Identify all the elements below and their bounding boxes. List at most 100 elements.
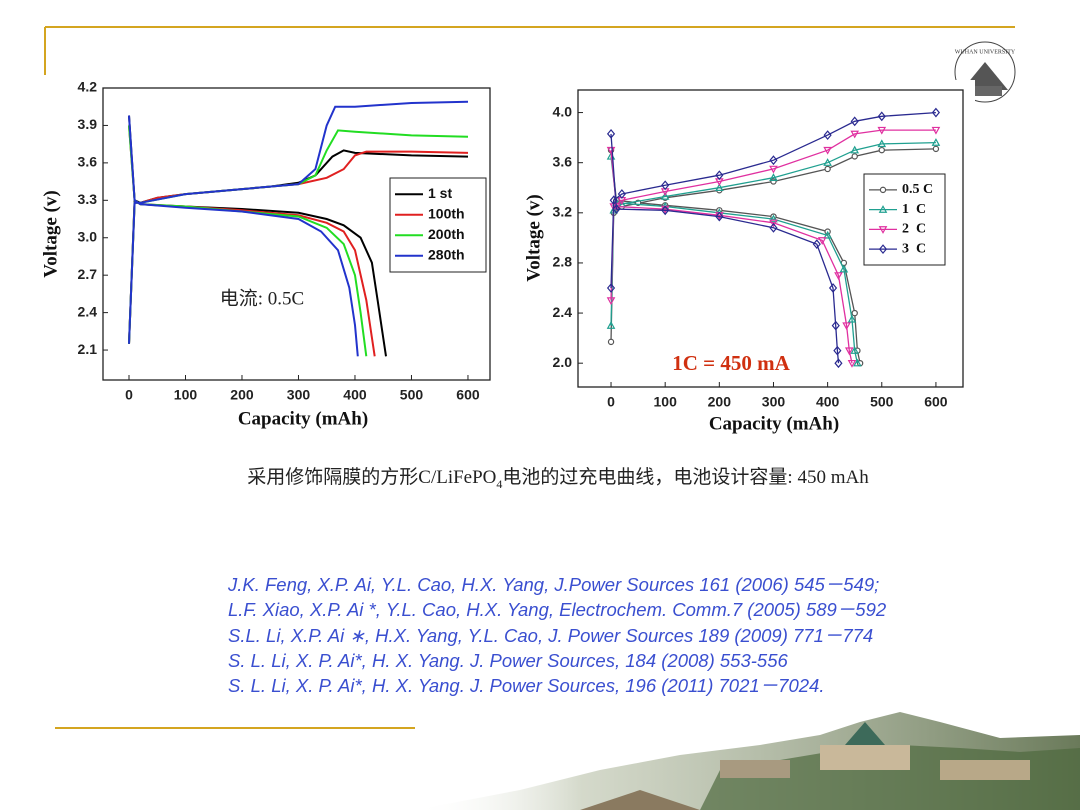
series-line: [128, 100, 469, 357]
legend-label: 200th: [428, 226, 465, 242]
legend-marker: [879, 186, 887, 194]
data-point: [931, 126, 941, 135]
x-tick-label: 300: [287, 387, 311, 403]
legend-marker: [878, 244, 888, 255]
campus-image: [415, 712, 1080, 810]
data-point: [715, 170, 724, 181]
data-point: [823, 146, 832, 155]
legend-marker: [878, 205, 888, 213]
data-point: [877, 111, 886, 122]
data-point: [831, 320, 840, 331]
x-tick-label: 0: [607, 394, 615, 410]
legend-label: 1 st: [428, 185, 452, 201]
reference: S.L. Li, X.P. Ai ∗, H.X. Yang, Y.L. Cao,…: [228, 624, 874, 646]
reference: J.K. Feng, X.P. Ai, Y.L. Cao, H.X. Yang,…: [228, 574, 880, 595]
data-point: [851, 153, 858, 160]
legend-label: 3 C: [902, 241, 926, 256]
x-tick-label: 500: [870, 394, 894, 410]
chart: 0 100 200 300 400 500 600 2.1 2.4 2.7 3.0 3.3 3.6 3.9…: [40, 79, 491, 429]
legend-label: 1 C: [902, 202, 926, 217]
data-point: [851, 309, 858, 317]
x-tick-label: 300: [762, 394, 786, 410]
data-point: [769, 214, 778, 223]
series-line: [610, 111, 936, 364]
data-point: [834, 272, 843, 281]
data-point: [833, 345, 842, 356]
y-tick-label: 3.3: [78, 191, 98, 207]
x-tick-label: 200: [708, 394, 732, 410]
data-point: [931, 107, 941, 118]
data-point: [850, 145, 860, 154]
y-tick-label: 2.0: [553, 354, 573, 370]
y-tick-label: 4.2: [78, 79, 98, 95]
data-point: [823, 130, 832, 141]
legend-marker: [878, 226, 888, 234]
reference: S. L. Li, X. P. Ai*, H. X. Yang. J. Powe…: [228, 649, 788, 671]
y-tick-label: 4.0: [553, 103, 573, 119]
data-point: [844, 347, 854, 356]
data-point: [606, 283, 616, 293]
logo-text: WUHAN UNIVERSITY: [955, 49, 1016, 55]
data-point: [715, 211, 724, 222]
x-tick-label: 0: [125, 387, 133, 403]
data-point: [606, 128, 616, 139]
data-point: [823, 230, 832, 239]
legend-label: 280th: [428, 246, 465, 262]
data-point: [847, 314, 857, 323]
data-point: [660, 191, 670, 200]
legend-label: 0.5 C: [902, 182, 933, 197]
x-tick-label: 100: [654, 394, 678, 410]
data-point: [607, 338, 615, 346]
data-point: [853, 358, 862, 367]
data-point: [877, 139, 887, 148]
caption-text: 电池的过充电曲线，电池设计容量: 450 mAh: [502, 467, 869, 488]
legend-label: 100th: [428, 205, 465, 221]
data-point: [823, 158, 832, 166]
data-point: [842, 322, 851, 331]
data-point: [661, 180, 670, 191]
data-point: [877, 126, 887, 135]
y-tick-label: 2.1: [78, 341, 98, 357]
y-tick-label: 3.9: [78, 116, 98, 132]
data-point: [715, 183, 724, 191]
data-point: [770, 178, 777, 185]
x-tick-label: 600: [924, 394, 948, 410]
references: J.K. Feng, X.P. Ai, Y.L. Cao, H.X. Yang,…: [228, 572, 886, 698]
y-tick-label: 3.6: [553, 153, 573, 169]
data-point: [606, 297, 616, 306]
data-point: [931, 138, 941, 146]
y-axis-label: Voltage (v): [523, 194, 544, 281]
annotation: 1C = 450 mA: [672, 351, 790, 375]
data-point: [850, 116, 859, 127]
data-point: [769, 219, 778, 228]
data-point: [612, 204, 621, 214]
reference: L.F. Xiao, X.P. Ai *, Y.L. Cao, H.X. Yan…: [228, 599, 887, 621]
chart: 0 100 200 300 400 500 600 2.0 2.4 2.8 3.2 3.6 4.0 Cap…: [523, 89, 964, 434]
plot-frame: [577, 89, 964, 388]
y-tick-label: 2.4: [553, 304, 573, 320]
x-tick-label: 200: [230, 387, 254, 403]
legend-box: [863, 173, 946, 266]
y-tick-label: 2.7: [78, 266, 98, 282]
x-axis-label: Capacity (mAh): [709, 413, 839, 434]
data-point: [878, 146, 885, 154]
data-point: [850, 130, 860, 139]
reference: S. L. Li, X. P. Ai*, H. X. Yang. J. Powe…: [228, 675, 825, 697]
data-point: [769, 155, 778, 166]
data-point: [812, 239, 821, 250]
data-point: [661, 205, 670, 216]
y-tick-label: 3.0: [78, 228, 98, 244]
plot-frame: [102, 87, 491, 381]
data-point: [769, 222, 778, 233]
data-point: [617, 189, 626, 199]
data-point: [824, 165, 831, 173]
data-point: [932, 145, 940, 153]
data-point: [769, 173, 778, 181]
y-tick-label: 3.2: [553, 204, 573, 220]
x-tick-label: 400: [343, 387, 367, 403]
y-tick-label: 2.8: [553, 254, 573, 270]
data-point: [828, 283, 838, 293]
data-point: [839, 264, 849, 273]
